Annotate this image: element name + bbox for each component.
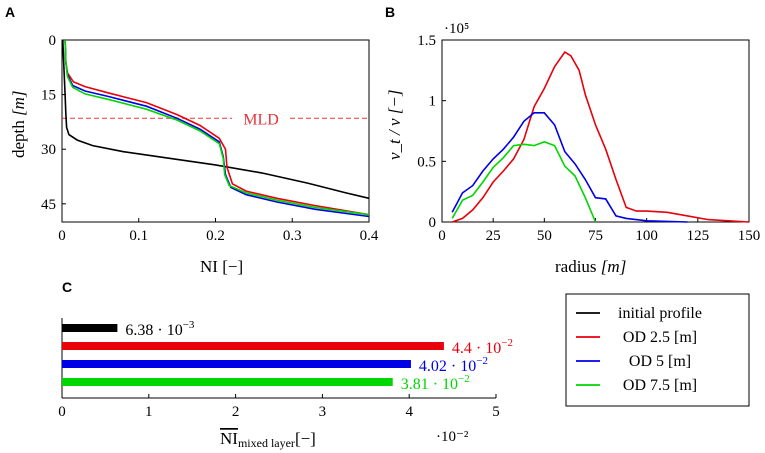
panel-b-xtick-label: 125 — [687, 228, 710, 244]
panel-a-xlabel: NI [−] — [200, 257, 243, 276]
panel-b-xtick-label: 0 — [438, 228, 446, 244]
legend-label-od-7-5-m: OD 7.5 [m] — [623, 377, 697, 394]
panel-a-ylabel: depth [m] — [9, 90, 28, 158]
panel-c-xtick-label: 4 — [405, 404, 413, 420]
panel-b-ytick-label: 1.5 — [417, 33, 436, 49]
bar-value-label-initial-profile: 6.38 · 10−3 — [125, 319, 195, 339]
panel-b-line-od-7-5-m — [451, 141, 597, 223]
panel-b-ytick-label: 1 — [429, 94, 437, 110]
panel-b-xtick-label: 100 — [635, 228, 658, 244]
panel-c-xtick-label: 3 — [319, 404, 327, 420]
panel-b-y-scale: ·10⁵ — [444, 21, 469, 37]
panel-a-xtick-label: 0.2 — [206, 228, 225, 244]
panel-a-chart: 0 0.1 0.2 0.3 0.4 0 15 30 45 MLD NI [−] depth [m] — [9, 33, 379, 276]
bar-od-2-5-m — [62, 342, 444, 350]
panel-a-xtick-label: 0 — [58, 228, 66, 244]
panel-b-ytick-label: 0 — [429, 215, 437, 231]
panel-b-chart: 0 25 50 75 100 125 150 0 0.5 1 1.5 ·10⁵ radius [m]… — [385, 21, 760, 276]
panel-b-line-od-5-m — [451, 112, 688, 223]
panel-a-xtick-label: 0.3 — [283, 228, 302, 244]
mld-label: MLD — [243, 111, 279, 128]
panel-b-xtick-label: 150 — [738, 228, 761, 244]
panel-c-xlabel: NImixed layer[−] — [220, 429, 316, 450]
panel-label-c: C — [62, 279, 72, 295]
panel-a-line-initial-profile — [62, 39, 370, 200]
bar-od-7-5-m — [62, 378, 393, 386]
panel-c-xtick-label: 5 — [492, 404, 500, 420]
panel-c-xtick-label: 2 — [232, 404, 240, 420]
panel-c-chart: 0 1 2 3 4 5 6.38 · 10−3 4.4 · 10−24.02 · 10−23.… — [58, 318, 513, 450]
panel-a-frame — [61, 39, 370, 223]
panel-b-xtick-label: 25 — [486, 228, 501, 244]
panel-a-line-od-7-5-m — [64, 39, 370, 216]
bar-value-label-od-5-m: 4.02 · 10−2 — [419, 355, 488, 375]
legend-label-od-5-m: OD 5 [m] — [629, 353, 691, 370]
panel-a-ytick-label: 30 — [41, 142, 56, 158]
panel-label-b: B — [385, 4, 395, 20]
bar-value-label-od-7-5-m: 3.81 · 10−2 — [401, 373, 470, 393]
panel-a-ytick-label: 45 — [41, 197, 56, 213]
panel-a-xtick-label: 0.4 — [360, 228, 379, 244]
panel-b-line-od-2-5-m — [451, 51, 750, 223]
panel-b-ylabel: ν_t / ν [−] — [385, 90, 404, 161]
legend-label-od-2-5-m: OD 2.5 [m] — [623, 329, 697, 346]
panel-a-ytick-label: 0 — [49, 33, 57, 49]
panel-b-frame — [441, 39, 750, 223]
panel-b-xlabel: radius [m] — [555, 257, 626, 276]
legend: initial profile OD 2.5 [m] OD 5 [m] OD 7.5 … — [565, 293, 750, 407]
panel-b-ytick-label: 0.5 — [417, 154, 436, 170]
panel-a-xtick-label: 0.1 — [129, 228, 148, 244]
panel-b-xtick-label: 75 — [588, 228, 603, 244]
legend-label-initial-profile: initial profile — [618, 305, 702, 322]
bar-initial-profile — [62, 324, 118, 332]
panel-c-xtick-label: 1 — [145, 404, 153, 420]
panel-a-line-od-2-5-m — [64, 39, 370, 216]
panel-c-x-scale: ·10⁻² — [436, 429, 469, 445]
bar-od-5-m — [62, 360, 411, 368]
panel-label-a: A — [5, 4, 15, 20]
bar-value-label-od-2-5-m: 4.4 · 10−2 — [452, 337, 513, 357]
panel-c-xtick-label: 0 — [58, 404, 66, 420]
panel-a-line-od-5-m — [64, 39, 370, 218]
panel-a-ytick-label: 15 — [41, 88, 56, 104]
panel-b-xtick-label: 50 — [537, 228, 552, 244]
